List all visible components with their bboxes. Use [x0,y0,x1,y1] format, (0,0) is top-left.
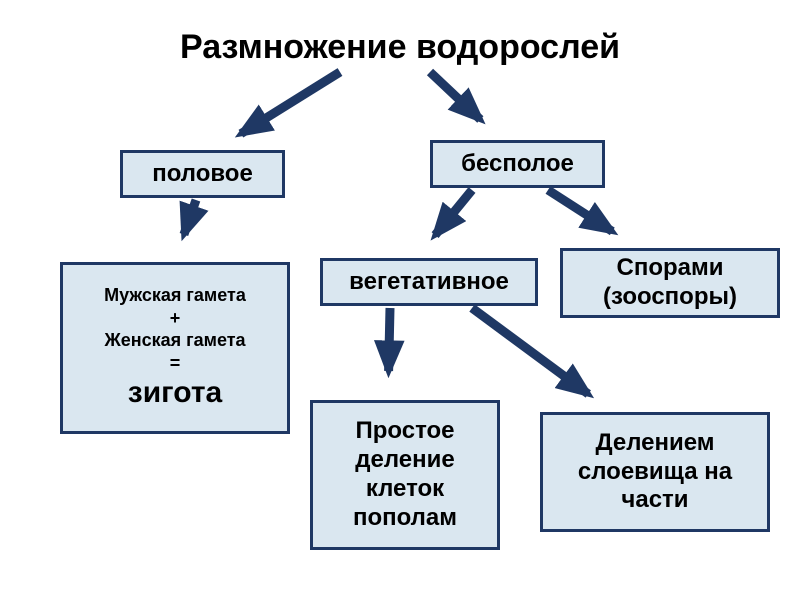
node-delenie: Простоеделениеклетокпополам [310,400,500,550]
node-line: пополам [353,504,457,533]
node-sloevishe: Делениемслоевища начасти [540,412,770,532]
diagram-title: Размножение водорослей [100,28,700,67]
node-line: = [170,352,181,375]
node-line: части [621,486,688,515]
node-line: Простое [355,417,454,446]
node-spory: Спорами(зооспоры) [560,248,780,318]
node-line: + [170,307,181,330]
edge [184,200,196,235]
node-vegetat: вегетативное [320,258,538,306]
edge [435,190,472,235]
node-line: (зооспоры) [603,283,737,312]
node-line: клеток [366,475,444,504]
node-line: Делением [595,429,714,458]
node-polovoe: половое [120,150,285,198]
node-line: бесполое [461,150,574,179]
edge [430,72,480,119]
node-zigota: Мужская гамета+Женская гамета=зигота [60,262,290,434]
edge [548,190,612,231]
node-line: Женская гамета [104,329,245,352]
node-line: вегетативное [349,268,509,297]
node-line: Мужская гамета [104,284,246,307]
node-line: Спорами [616,254,723,283]
edge [241,72,340,134]
node-line: половое [152,160,253,189]
node-bespoloe: бесполое [430,140,605,188]
node-line: деление [355,446,454,475]
edge [389,308,390,371]
node-line: зигота [128,374,222,412]
edge [472,308,588,394]
node-line: слоевища на [578,458,732,487]
